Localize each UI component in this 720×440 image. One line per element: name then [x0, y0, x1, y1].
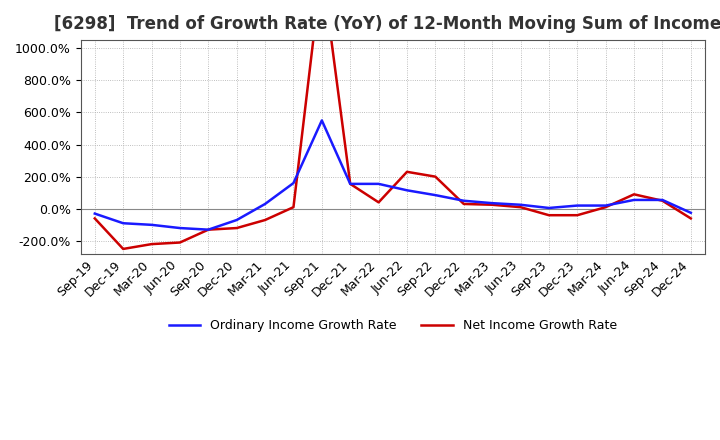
Ordinary Income Growth Rate: [233, 217, 241, 223]
Ordinary Income Growth Rate: [459, 198, 468, 203]
Net Income Growth Rate: [119, 246, 127, 252]
Net Income Growth Rate: [374, 200, 383, 205]
Net Income Growth Rate: [204, 227, 212, 232]
Ordinary Income Growth Rate: [402, 188, 411, 193]
Ordinary Income Growth Rate: [346, 181, 354, 187]
Net Income Growth Rate: [176, 240, 184, 245]
Net Income Growth Rate: [658, 198, 667, 203]
Net Income Growth Rate: [431, 174, 440, 179]
Ordinary Income Growth Rate: [686, 210, 695, 216]
Ordinary Income Growth Rate: [147, 222, 156, 227]
Title: [6298]  Trend of Growth Rate (YoY) of 12-Month Moving Sum of Incomes: [6298] Trend of Growth Rate (YoY) of 12-…: [54, 15, 720, 33]
Net Income Growth Rate: [630, 192, 639, 197]
Ordinary Income Growth Rate: [318, 118, 326, 123]
Ordinary Income Growth Rate: [119, 220, 127, 226]
Net Income Growth Rate: [686, 216, 695, 221]
Ordinary Income Growth Rate: [261, 202, 269, 207]
Net Income Growth Rate: [516, 205, 525, 210]
Ordinary Income Growth Rate: [289, 180, 298, 186]
Ordinary Income Growth Rate: [658, 197, 667, 202]
Net Income Growth Rate: [233, 225, 241, 231]
Ordinary Income Growth Rate: [204, 227, 212, 232]
Net Income Growth Rate: [402, 169, 411, 175]
Net Income Growth Rate: [261, 217, 269, 223]
Legend: Ordinary Income Growth Rate, Net Income Growth Rate: Ordinary Income Growth Rate, Net Income …: [163, 314, 622, 337]
Line: Net Income Growth Rate: Net Income Growth Rate: [95, 0, 690, 249]
Ordinary Income Growth Rate: [488, 201, 497, 206]
Ordinary Income Growth Rate: [601, 203, 610, 208]
Ordinary Income Growth Rate: [176, 225, 184, 231]
Ordinary Income Growth Rate: [630, 197, 639, 202]
Ordinary Income Growth Rate: [573, 203, 582, 208]
Ordinary Income Growth Rate: [516, 202, 525, 207]
Net Income Growth Rate: [544, 213, 553, 218]
Net Income Growth Rate: [459, 202, 468, 207]
Net Income Growth Rate: [346, 181, 354, 187]
Ordinary Income Growth Rate: [374, 181, 383, 187]
Net Income Growth Rate: [573, 213, 582, 218]
Ordinary Income Growth Rate: [91, 211, 99, 216]
Net Income Growth Rate: [289, 205, 298, 210]
Line: Ordinary Income Growth Rate: Ordinary Income Growth Rate: [95, 121, 690, 230]
Ordinary Income Growth Rate: [544, 205, 553, 211]
Net Income Growth Rate: [601, 205, 610, 210]
Net Income Growth Rate: [147, 242, 156, 247]
Net Income Growth Rate: [91, 216, 99, 221]
Net Income Growth Rate: [488, 202, 497, 207]
Ordinary Income Growth Rate: [431, 192, 440, 198]
